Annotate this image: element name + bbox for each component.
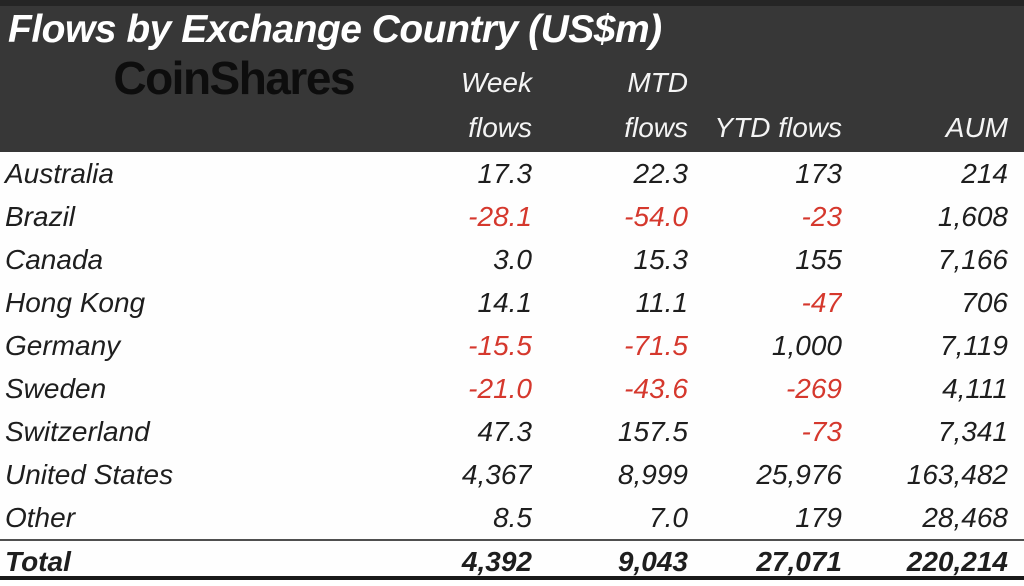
column-header-ytd-flows: YTD flows bbox=[688, 56, 842, 152]
country-label: Sweden bbox=[5, 373, 107, 404]
week-flows-value: 17.3 bbox=[477, 158, 533, 189]
table-body: Australia 17.3 22.3 173 214 Brazil -28.1… bbox=[0, 152, 1024, 580]
mtd-flows-value: 15.3 bbox=[633, 244, 689, 275]
table-row-germany: Germany -15.5 -71.5 1,000 7,119 bbox=[0, 324, 1024, 367]
column-header-week-line2: flows bbox=[468, 112, 532, 143]
column-header-ytd-label: YTD flows bbox=[714, 112, 842, 143]
aum-value: 163,482 bbox=[906, 459, 1008, 490]
aum-value: 706 bbox=[961, 287, 1008, 318]
column-header-week-line1: Week bbox=[460, 67, 532, 98]
aum-value: 1,608 bbox=[937, 201, 1008, 232]
week-flows-value: 14.1 bbox=[477, 287, 533, 318]
ytd-flows-value: 1,000 bbox=[771, 330, 842, 361]
table-row-switzerland: Switzerland 47.3 157.5 -73 7,341 bbox=[0, 410, 1024, 453]
mtd-flows-value: 7.0 bbox=[649, 502, 688, 533]
column-header-mtd-flows: MTD flows bbox=[532, 56, 688, 152]
country-label: Canada bbox=[5, 244, 104, 275]
week-flows-value: -28.1 bbox=[468, 201, 532, 232]
aum-value: 4,111 bbox=[942, 373, 1008, 404]
country-label: Switzerland bbox=[5, 416, 150, 447]
ytd-flows-value: 155 bbox=[795, 244, 842, 275]
ytd-flows-value: -269 bbox=[785, 373, 842, 404]
country-label: Other bbox=[5, 502, 76, 533]
column-header-mtd-line1: MTD bbox=[627, 67, 688, 98]
ytd-flows-value: -47 bbox=[801, 287, 842, 318]
table-row-hong-kong: Hong Kong 14.1 11.1 -47 706 bbox=[0, 281, 1024, 324]
table-header-band: Flows by Exchange Country (US$m) CoinSha… bbox=[0, 0, 1024, 152]
table-row-united-states: United States 4,367 8,999 25,976 163,482 bbox=[0, 453, 1024, 496]
column-header-aum: AUM bbox=[842, 56, 1008, 152]
table-row-canada: Canada 3.0 15.3 155 7,166 bbox=[0, 238, 1024, 281]
mtd-flows-value: -71.5 bbox=[624, 330, 688, 361]
ytd-flows-value: -23 bbox=[801, 201, 842, 232]
ytd-flows-value: 25,976 bbox=[756, 459, 842, 490]
aum-value: 7,166 bbox=[937, 244, 1008, 275]
table-row-total: Total 4,392 9,043 27,071 220,214 bbox=[0, 539, 1024, 580]
brand-logo-cell: CoinShares bbox=[0, 52, 355, 152]
country-label: Brazil bbox=[5, 201, 76, 232]
table-row-other: Other 8.5 7.0 179 28,468 bbox=[0, 496, 1024, 539]
mtd-flows-value: 11.1 bbox=[635, 287, 688, 318]
page-title: Flows by Exchange Country (US$m) bbox=[8, 8, 662, 51]
week-flows-value: 47.3 bbox=[477, 416, 533, 447]
week-flows-value: -15.5 bbox=[468, 330, 532, 361]
table-row-australia: Australia 17.3 22.3 173 214 bbox=[0, 152, 1024, 195]
column-header-row: CoinShares Week flows MTD flows YTD flow… bbox=[0, 52, 1024, 152]
ytd-flows-value: 173 bbox=[795, 158, 842, 189]
total-ytd-flows-value: 27,071 bbox=[756, 546, 842, 576]
country-label: Australia bbox=[5, 158, 114, 189]
mtd-flows-value: -43.6 bbox=[624, 373, 688, 404]
week-flows-value: 8.5 bbox=[493, 502, 532, 533]
week-flows-value: 4,367 bbox=[461, 459, 532, 490]
ytd-flows-value: 179 bbox=[795, 502, 842, 533]
total-mtd-flows-value: 9,043 bbox=[617, 546, 688, 576]
ytd-flows-value: -73 bbox=[801, 416, 842, 447]
aum-value: 28,468 bbox=[922, 502, 1008, 533]
total-aum-value: 220,214 bbox=[906, 546, 1008, 576]
coinshares-logo: CoinShares bbox=[113, 52, 355, 104]
column-header-week-flows: Week flows bbox=[354, 56, 532, 152]
aum-value: 7,119 bbox=[940, 330, 1008, 361]
country-label: United States bbox=[5, 459, 174, 490]
table-row-sweden: Sweden -21.0 -43.6 -269 4,111 bbox=[0, 367, 1024, 410]
mtd-flows-value: 157.5 bbox=[617, 416, 688, 447]
aum-value: 7,341 bbox=[937, 416, 1008, 447]
total-label: Total bbox=[5, 546, 71, 576]
mtd-flows-value: 8,999 bbox=[617, 459, 688, 490]
country-label: Hong Kong bbox=[5, 287, 146, 318]
total-week-flows-value: 4,392 bbox=[461, 546, 532, 576]
mtd-flows-value: 22.3 bbox=[633, 158, 689, 189]
column-header-mtd-line2: flows bbox=[624, 112, 688, 143]
mtd-flows-value: -54.0 bbox=[624, 201, 688, 232]
aum-value: 214 bbox=[961, 158, 1008, 189]
column-header-aum-label: AUM bbox=[945, 112, 1008, 143]
table-row-brazil: Brazil -28.1 -54.0 -23 1,608 bbox=[0, 195, 1024, 238]
week-flows-value: 3.0 bbox=[493, 244, 532, 275]
country-label: Germany bbox=[5, 330, 121, 361]
week-flows-value: -21.0 bbox=[468, 373, 532, 404]
